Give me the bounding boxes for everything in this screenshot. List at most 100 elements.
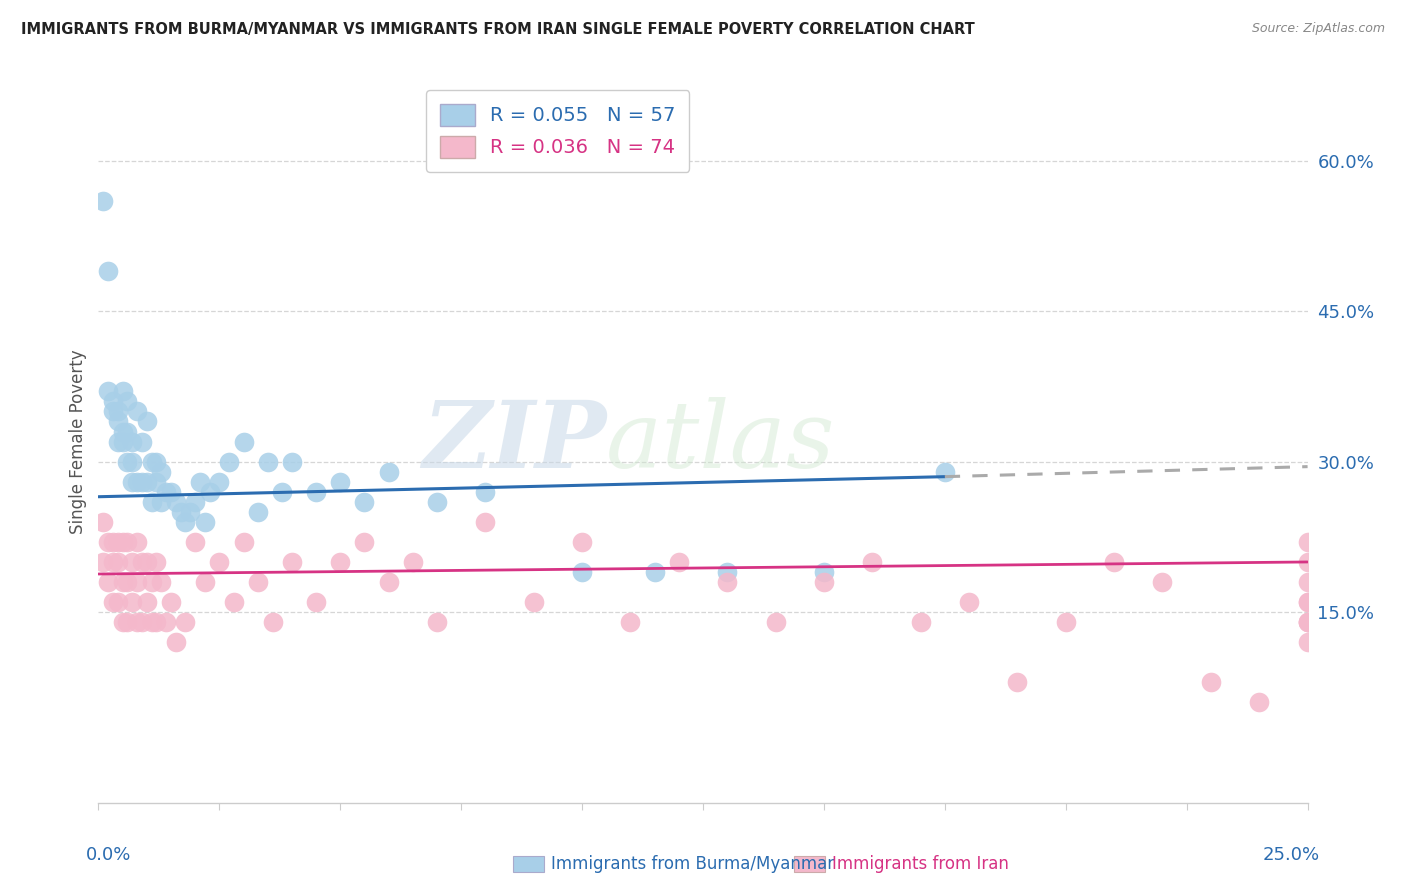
Point <box>860 555 883 569</box>
Point <box>117 455 139 469</box>
Point <box>174 515 197 529</box>
Point <box>91 555 114 569</box>
Point <box>619 615 641 630</box>
Point <box>111 535 134 549</box>
Point <box>141 575 163 590</box>
Text: Immigrants from Burma/Myanmar: Immigrants from Burma/Myanmar <box>551 855 834 873</box>
Point <box>165 635 187 649</box>
Point <box>194 515 217 529</box>
Point <box>222 595 245 609</box>
Point <box>188 475 211 489</box>
Point <box>127 475 149 489</box>
Point <box>111 615 134 630</box>
Point <box>160 595 183 609</box>
Text: 25.0%: 25.0% <box>1263 847 1320 864</box>
Point <box>426 494 449 508</box>
Point <box>232 434 254 449</box>
Point <box>111 425 134 439</box>
Point <box>117 615 139 630</box>
Point <box>1152 575 1174 590</box>
Point <box>141 455 163 469</box>
Text: 0.0%: 0.0% <box>86 847 132 864</box>
Point <box>194 575 217 590</box>
Point <box>135 414 157 429</box>
Point <box>1296 535 1319 549</box>
Point <box>353 535 375 549</box>
Point <box>135 475 157 489</box>
Point <box>1296 575 1319 590</box>
Point <box>91 194 114 208</box>
Point <box>305 484 328 499</box>
Point <box>131 434 153 449</box>
Point <box>101 595 124 609</box>
Point <box>91 515 114 529</box>
Point <box>1296 595 1319 609</box>
Point <box>271 484 294 499</box>
Legend: R = 0.055   N = 57, R = 0.036   N = 74: R = 0.055 N = 57, R = 0.036 N = 74 <box>426 90 689 172</box>
Point <box>910 615 932 630</box>
Point <box>262 615 284 630</box>
Point <box>1007 675 1029 690</box>
Point <box>117 394 139 409</box>
Point <box>716 565 738 579</box>
Point <box>165 494 187 508</box>
Point <box>1199 675 1222 690</box>
Point <box>97 264 120 278</box>
Point <box>247 575 270 590</box>
Point <box>145 555 167 569</box>
Point <box>474 515 496 529</box>
Text: Immigrants from Iran: Immigrants from Iran <box>832 855 1010 873</box>
Point <box>111 384 134 399</box>
Point <box>377 575 399 590</box>
Point <box>813 575 835 590</box>
Point <box>426 615 449 630</box>
Point <box>131 475 153 489</box>
Point <box>107 595 129 609</box>
Point <box>1296 615 1319 630</box>
Point <box>111 434 134 449</box>
Text: IMMIGRANTS FROM BURMA/MYANMAR VS IMMIGRANTS FROM IRAN SINGLE FEMALE POVERTY CORR: IMMIGRANTS FROM BURMA/MYANMAR VS IMMIGRA… <box>21 22 974 37</box>
Point <box>1296 595 1319 609</box>
Point <box>305 595 328 609</box>
Point <box>247 505 270 519</box>
Point <box>107 535 129 549</box>
Point <box>377 465 399 479</box>
Point <box>1296 615 1319 630</box>
Point <box>117 425 139 439</box>
Point <box>571 565 593 579</box>
Point <box>150 494 173 508</box>
Point <box>1296 635 1319 649</box>
Point <box>174 615 197 630</box>
Point <box>155 615 177 630</box>
Point <box>117 575 139 590</box>
Point <box>474 484 496 499</box>
Point <box>141 494 163 508</box>
Point <box>121 434 143 449</box>
Point <box>523 595 546 609</box>
Point <box>121 595 143 609</box>
Point <box>101 394 124 409</box>
Point <box>101 535 124 549</box>
Point <box>107 434 129 449</box>
Point <box>97 384 120 399</box>
Point <box>1296 555 1319 569</box>
Point <box>1296 615 1319 630</box>
Point <box>644 565 666 579</box>
Point <box>232 535 254 549</box>
Point <box>117 535 139 549</box>
Point <box>353 494 375 508</box>
Point <box>1102 555 1125 569</box>
Point <box>107 404 129 418</box>
Point <box>1249 696 1271 710</box>
Point <box>145 475 167 489</box>
Point <box>121 475 143 489</box>
Point <box>127 615 149 630</box>
Text: atlas: atlas <box>606 397 835 486</box>
Point <box>256 455 278 469</box>
Point <box>111 575 134 590</box>
Point <box>402 555 425 569</box>
Point <box>127 404 149 418</box>
Point <box>101 555 124 569</box>
Point <box>121 555 143 569</box>
Point <box>198 484 221 499</box>
